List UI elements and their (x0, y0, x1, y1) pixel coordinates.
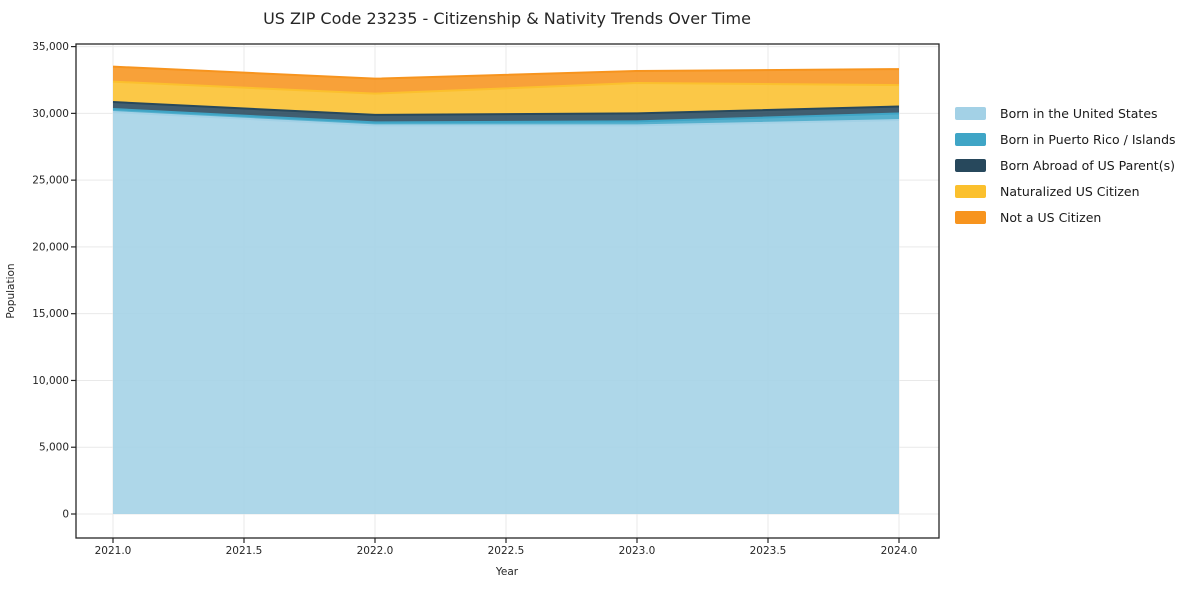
series-boundary-line (112, 65, 900, 80)
area-born-in-the-united-states (113, 112, 899, 514)
y-axis-label: Population (5, 263, 17, 318)
x-tick-label: 2023.5 (750, 545, 787, 557)
legend-item: Not a US Citizen (955, 204, 1176, 230)
series-boundary-line (112, 101, 900, 116)
area-naturalized-us-citizen (113, 81, 899, 115)
chart-title: US ZIP Code 23235 - Citizenship & Nativi… (263, 9, 751, 28)
y-tick-label: 20,000 (32, 241, 69, 253)
axes: 2021.0 2021.5 2022.0 2022.5 2023.0 2023.5 2024… (32, 41, 940, 557)
y-tick-label: 15,000 (32, 308, 69, 320)
y-tick-label: 10,000 (32, 375, 69, 387)
area-not-a-us-citizen (113, 66, 899, 94)
series-boundary-line (112, 108, 900, 124)
series-boundary-line (112, 80, 900, 95)
legend-label: Born in the United States (1000, 105, 1158, 121)
legend-item: Born in Puerto Rico / Islands (955, 126, 1176, 152)
x-tick-label: 2024.0 (881, 545, 918, 557)
x-axis-label: Year (495, 566, 519, 578)
area-born-abroad-of-us-parent-s- (113, 102, 899, 123)
legend: Born in the United States Born in Puerto … (955, 100, 1176, 230)
legend-swatch-icon (955, 106, 986, 120)
y-tick-label: 25,000 (32, 175, 69, 187)
legend-label: Not a US Citizen (1000, 209, 1102, 225)
legend-swatch-icon (955, 132, 986, 146)
series-boundary-line (112, 111, 900, 127)
legend-label: Naturalized US Citizen (1000, 183, 1140, 199)
plot-border (75, 43, 940, 539)
x-tick-label: 2022.5 (488, 545, 525, 557)
x-tick-label: 2021.0 (95, 545, 132, 557)
y-tick-label: 35,000 (32, 41, 69, 53)
area-series (112, 65, 900, 514)
x-tick-label: 2021.5 (226, 545, 263, 557)
legend-item: Naturalized US Citizen (955, 178, 1176, 204)
legend-label: Born Abroad of US Parent(s) (1000, 157, 1175, 173)
y-tick-label: 5,000 (39, 442, 69, 454)
x-tick-label: 2023.0 (619, 545, 656, 557)
legend-swatch-icon (955, 210, 986, 224)
legend-item: Born Abroad of US Parent(s) (955, 152, 1176, 178)
legend-swatch-icon (955, 184, 986, 198)
y-tick-label: 0 (62, 509, 69, 521)
y-tick-label: 30,000 (32, 108, 69, 120)
legend-label: Born in Puerto Rico / Islands (1000, 131, 1176, 147)
x-tick-label: 2022.0 (357, 545, 394, 557)
legend-swatch-icon (955, 158, 986, 172)
legend-item: Born in the United States (955, 100, 1176, 126)
